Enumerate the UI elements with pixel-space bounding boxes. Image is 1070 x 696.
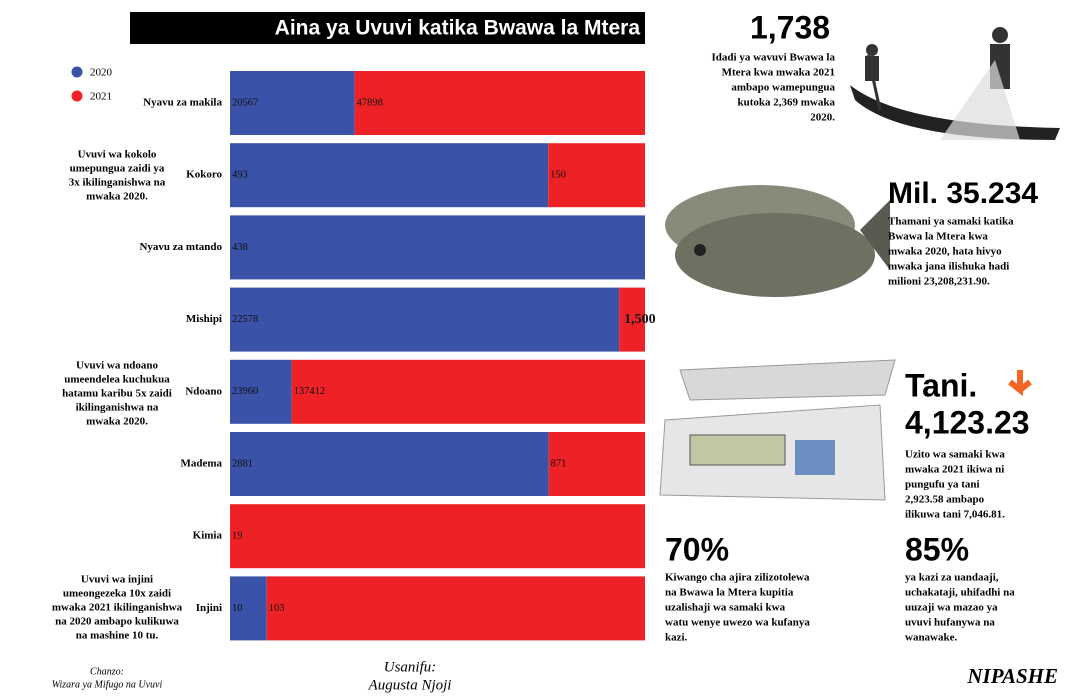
annotation: Uvuvi wa kokolo <box>78 149 157 161</box>
stat-text: ambapo wamepungua <box>731 82 835 94</box>
fish-illustration <box>665 185 890 297</box>
category-label: Kokoro <box>186 169 222 181</box>
category-label: Injini <box>196 602 222 614</box>
annotation: 3x ikilinganishwa na <box>69 177 166 189</box>
category-label: Kimia <box>193 530 223 542</box>
stat-text: uzalishaji wa samaki kwa <box>665 602 786 614</box>
stat-text: mwaka 2021 ikiwa ni <box>905 464 1004 476</box>
value-label: 47898 <box>357 97 383 108</box>
bar-segment <box>292 360 645 424</box>
stat-headline: Mil. 35.234 <box>888 177 1038 210</box>
value-label: 137412 <box>294 386 326 397</box>
designer-note: Augusta Njoji <box>368 677 452 693</box>
annotation: Uvuvi wa injini <box>81 574 153 586</box>
stat-text: na Bwawa la Mtera kupitia <box>665 587 794 599</box>
stat-text: mwaka jana ilishuka hadi <box>888 261 1009 273</box>
value-label: 22578 <box>232 314 258 325</box>
bar-segment <box>230 432 549 496</box>
brand: NIPASHE <box>966 664 1058 688</box>
bar-segment <box>230 143 548 207</box>
annotation: mwaka 2021 ikilinganishwa <box>52 602 183 614</box>
annotation: hatamu karibu 5x zaidi <box>62 388 172 400</box>
annotation: na 2020 ambapo kulikuwa <box>55 616 179 628</box>
value-label: 103 <box>269 603 285 614</box>
legend-marker <box>72 91 83 102</box>
designer-note: Usanifu: <box>384 659 437 675</box>
stat-text: uuzaji wa mazao ya <box>905 602 998 614</box>
legend-marker <box>72 67 83 78</box>
stat-text: kutoka 2,369 mwaka <box>738 97 836 109</box>
stat-text: Idadi ya wavuvi Bwawa la <box>712 52 836 64</box>
stat-text: kazi. <box>665 632 688 644</box>
source-note: Wizara ya Mifugo na Uvuvi <box>52 679 163 690</box>
stat-text: ilikuwa tani 7,046.81. <box>905 509 1005 521</box>
value-label: 20567 <box>232 97 258 108</box>
stat-text: Mtera kwa mwaka 2021 <box>722 67 835 79</box>
stat-text: wanawake. <box>905 632 958 644</box>
infographic: Aina ya Uvuvi katika Bwawa la Mtera 2020… <box>0 0 1070 696</box>
stat-text: uvuvi hufanywa na <box>905 617 995 629</box>
value-label: 871 <box>551 458 567 469</box>
annotation: Uvuvi wa ndoano <box>76 360 158 372</box>
source-note: Chanzo: <box>90 666 124 677</box>
stat-headline: 85% <box>905 531 969 567</box>
category-label: Madema <box>180 458 222 470</box>
stat-text: ya kazi za uandaaji, <box>905 572 999 584</box>
bar-segment <box>230 215 645 279</box>
annotation: mwaka 2020. <box>86 191 148 203</box>
stat-text: 2020. <box>810 112 835 124</box>
stat-text: milioni 23,208,231.90. <box>888 276 990 288</box>
annotation: ikilinganishwa na <box>76 402 159 414</box>
bar-segment <box>355 71 645 135</box>
value-label: 493 <box>232 170 248 181</box>
annotation: na mashine 10 tu. <box>76 630 159 642</box>
chart-title: Aina ya Uvuvi katika Bwawa la Mtera <box>275 17 641 40</box>
down-arrow <box>1010 370 1030 390</box>
stat-text: pungufu ya tani <box>905 479 980 491</box>
value-label: 10 <box>232 603 243 614</box>
bar-segment <box>230 504 645 568</box>
stat-text: Uzito wa samaki kwa <box>905 449 1005 461</box>
value-label: 1,500 <box>624 312 656 327</box>
bar-segment <box>267 576 645 640</box>
annotation: mwaka 2020. <box>86 416 148 428</box>
annotation: umeongezeka 10x zaidi <box>63 588 171 600</box>
stat-value: 4,123.23 <box>905 404 1030 440</box>
category-label: Nyavu za makila <box>143 97 222 109</box>
stat-text: uchakataji, uhifadhi na <box>905 587 1015 599</box>
value-label: 23960 <box>232 386 258 397</box>
stat-text: mwaka 2020, hata hivyo <box>888 246 1002 258</box>
value-label: 19 <box>232 531 243 542</box>
annotation: umepungua zaidi ya <box>70 163 165 175</box>
stat-text: Thamani ya samaki katika <box>888 216 1014 228</box>
stat-headline: 70% <box>665 531 729 567</box>
annotation: umeendelea kuchukua <box>64 374 170 386</box>
boat-illustration <box>850 27 1060 140</box>
stat-headline: 1,738 <box>750 9 830 45</box>
category-label: Nyavu za mtando <box>139 241 222 253</box>
stat-text: Kiwango cha ajira zilizotolewa <box>665 572 810 584</box>
stat-headline: Tani. <box>905 367 977 403</box>
category-label: Ndoano <box>185 385 222 397</box>
stat-text: 2,923.58 ambapo <box>905 494 985 506</box>
scale-illustration <box>660 360 895 500</box>
category-label: Mishipi <box>186 313 222 325</box>
stat-text: Bwawa la Mtera kwa <box>888 231 988 243</box>
value-label: 438 <box>232 242 248 253</box>
bar-segment <box>230 288 619 352</box>
value-label: 2881 <box>232 458 253 469</box>
stat-text: watu wenye uwezo wa kufanya <box>665 617 810 629</box>
legend-label: 2020 <box>90 67 113 79</box>
legend-label: 2021 <box>90 91 112 103</box>
value-label: 150 <box>550 170 566 181</box>
